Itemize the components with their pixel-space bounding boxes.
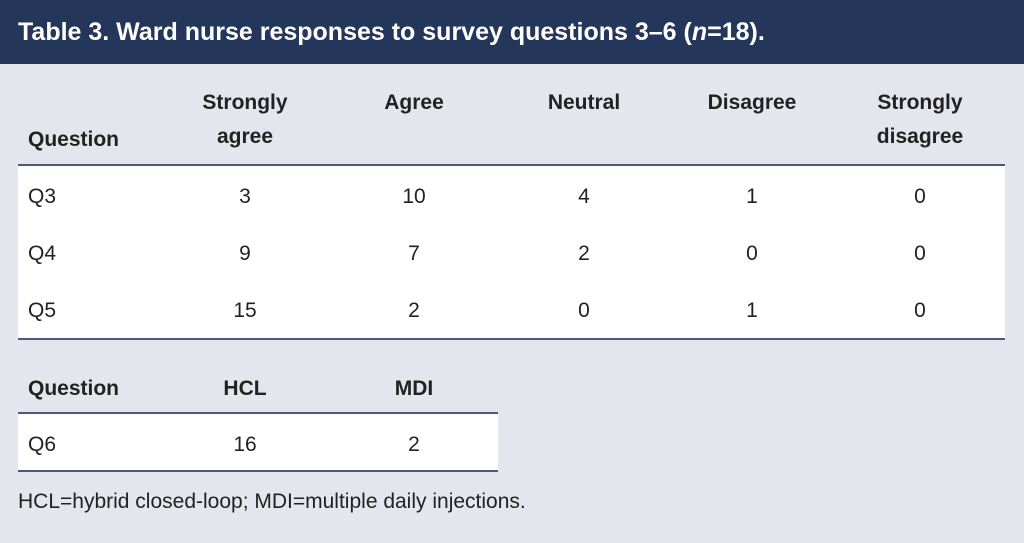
cell-value: 1	[746, 299, 758, 322]
cell-value: 1	[746, 185, 758, 208]
cell-value: 0	[746, 242, 758, 265]
cell-value: 0	[914, 242, 926, 265]
cell-value: 15	[233, 299, 257, 322]
cell-value: 4	[578, 185, 590, 208]
column-header: Strongly agree	[202, 91, 288, 148]
cell-value: 0	[914, 185, 926, 208]
column-header: Question	[28, 128, 120, 151]
title-bar: Table 3. Ward nurse responses to survey …	[0, 0, 1024, 64]
title: Table 3. Ward nurse responses to survey …	[18, 18, 692, 46]
cell-value: 0	[578, 299, 590, 322]
row-label: Q3	[28, 185, 57, 208]
column-header: Agree	[384, 91, 444, 114]
row-label: Q5	[28, 299, 57, 322]
row-label: Q4	[28, 242, 57, 265]
row-label: Q6	[28, 433, 57, 456]
cell-value: 2	[408, 433, 420, 456]
title-italic: n	[691, 18, 708, 46]
cell-value: 7	[408, 242, 420, 265]
column-header: HCL	[223, 377, 267, 400]
cell-value: 0	[914, 299, 926, 322]
column-header: MDI	[394, 377, 434, 400]
table2-body	[18, 412, 498, 472]
cell-value: 10	[402, 185, 426, 208]
cell-value: 2	[408, 299, 420, 322]
column-header: Disagree	[707, 91, 797, 114]
column-header: Neutral	[547, 91, 621, 114]
cell-value: 2	[578, 242, 590, 265]
cell-value: 9	[239, 242, 251, 265]
column-header: Question	[28, 377, 120, 400]
cell-value: 16	[233, 433, 257, 456]
title: =18).	[707, 18, 765, 46]
table1-body	[18, 164, 1005, 340]
cell-value: 3	[239, 185, 251, 208]
footnote: HCL=hybrid closed-loop; MDI=multiple dai…	[18, 490, 526, 513]
column-header: Strongly disagree	[876, 91, 964, 148]
